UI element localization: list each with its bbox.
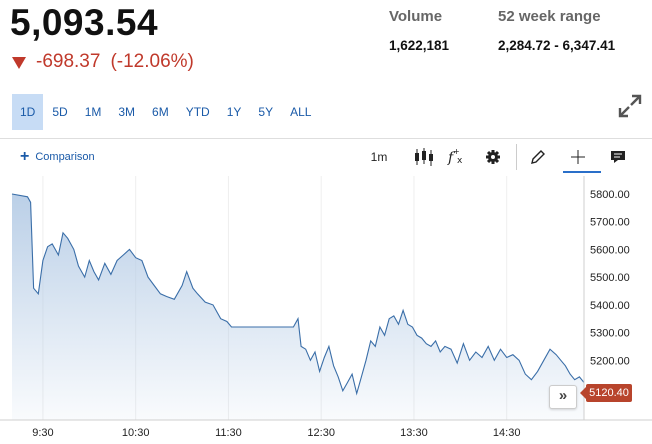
x-tick-label: 14:30 <box>493 427 521 439</box>
price-line <box>11 193 585 396</box>
y-tick-label: 5500.00 <box>590 272 630 284</box>
range-all[interactable]: ALL <box>290 105 312 119</box>
volume-label: Volume <box>389 8 443 25</box>
price-area <box>12 194 584 420</box>
scroll-to-latest-button[interactable]: » <box>549 385 577 409</box>
range-selector: 1D 5D 1M 3M 6M YTD 1Y 5Y ALL <box>12 94 320 130</box>
range-6m[interactable]: 6M <box>152 105 169 119</box>
change-amount: -698.37 <box>36 51 101 72</box>
y-tick-label: 5200.00 <box>590 355 630 367</box>
expand-icon[interactable] <box>618 94 642 118</box>
x-tick-label: 12:30 <box>307 427 335 439</box>
y-tick-label: 5600.00 <box>590 244 630 256</box>
x-tick-label: 10:30 <box>122 427 150 439</box>
function-icon[interactable]: f x + <box>447 146 469 168</box>
crosshair-icon[interactable] <box>568 146 588 168</box>
comparison-button[interactable]: + Comparison <box>20 148 95 165</box>
svg-text:+: + <box>453 147 460 156</box>
range-5y[interactable]: 5Y <box>258 105 274 119</box>
x-tick-label: 9:30 <box>32 427 53 439</box>
down-arrow-icon <box>12 57 26 69</box>
price-value: 5,093.54 <box>10 2 159 43</box>
range-ytd[interactable]: YTD <box>185 105 210 119</box>
y-tick-label: 5700.00 <box>590 217 630 229</box>
active-tool-indicator <box>563 171 601 173</box>
range-1m[interactable]: 1M <box>84 105 102 119</box>
comparison-label: Comparison <box>35 151 95 163</box>
volume-value: 1,622,181 <box>389 38 450 53</box>
range-1d[interactable]: 1D <box>12 94 44 130</box>
candlestick-icon[interactable] <box>413 146 435 168</box>
svg-text:x: x <box>457 156 463 166</box>
comment-icon[interactable] <box>607 146 629 168</box>
range-5d[interactable]: 5D <box>52 105 68 119</box>
change-percent: (-12.06%) <box>110 51 194 72</box>
y-tick-label: 5300.00 <box>590 328 630 340</box>
x-tick-label: 13:30 <box>400 427 428 439</box>
interval-button[interactable]: 1m <box>370 150 388 164</box>
svg-text:f: f <box>447 150 456 166</box>
y-tick-label: 5400.00 <box>590 300 630 312</box>
x-tick-label: 11:30 <box>215 427 242 439</box>
range-3m[interactable]: 3M <box>118 105 136 119</box>
plus-icon: + <box>20 148 30 165</box>
draw-pencil-icon[interactable] <box>528 146 548 168</box>
range-1y[interactable]: 1Y <box>226 105 242 119</box>
last-price-badge: 5120.40 <box>580 384 632 402</box>
week-range-value: 2,284.72 - 6,347.41 <box>498 38 616 53</box>
y-tick-label: 5800.00 <box>590 189 630 201</box>
price-change: -698.37 (-12.06%) <box>12 51 194 73</box>
toolbar-separator <box>516 144 517 170</box>
price-chart[interactable]: 5800.00 5700.00 5600.00 5500.00 5400.00 5300.… <box>0 176 652 444</box>
week-range-label: 52 week range <box>498 8 601 25</box>
divider <box>0 138 652 139</box>
settings-gear-icon[interactable] <box>483 146 503 168</box>
